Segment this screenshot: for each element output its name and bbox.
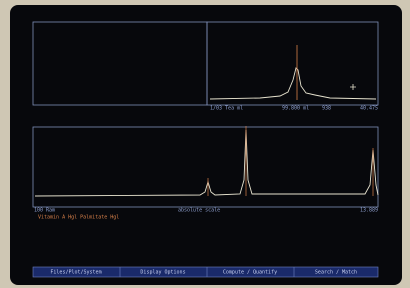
menu-item[interactable]: Display Options [140,270,185,276]
axis-label: 938 [322,106,331,112]
axis-label: 100 Ram [34,208,55,214]
menu-item[interactable]: Compute / Quantify [223,270,277,276]
axis-label: 13.889 [360,208,378,214]
menu-item[interactable]: Search / Match [315,270,357,276]
menu-bar: Files/Plot/System Display Options Comput… [33,267,378,277]
sample-label: Vitamin A Hgl Palmitate Hgl [38,215,119,221]
axis-label: 99.800 ml [282,106,309,112]
axis-label: 1/03 Tea ml [210,106,243,112]
menu-item[interactable]: Files/Plot/System [50,270,101,276]
screen: 1/03 Tea ml 99.800 ml 938 40.475 100 Ram… [0,0,410,288]
axis-label: 40.475 [360,106,378,112]
page: 1/03 Tea ml 99.800 ml 938 40.475 100 Ram… [0,0,410,288]
monitor [10,5,402,285]
axis-label: absolute scale [178,208,220,214]
